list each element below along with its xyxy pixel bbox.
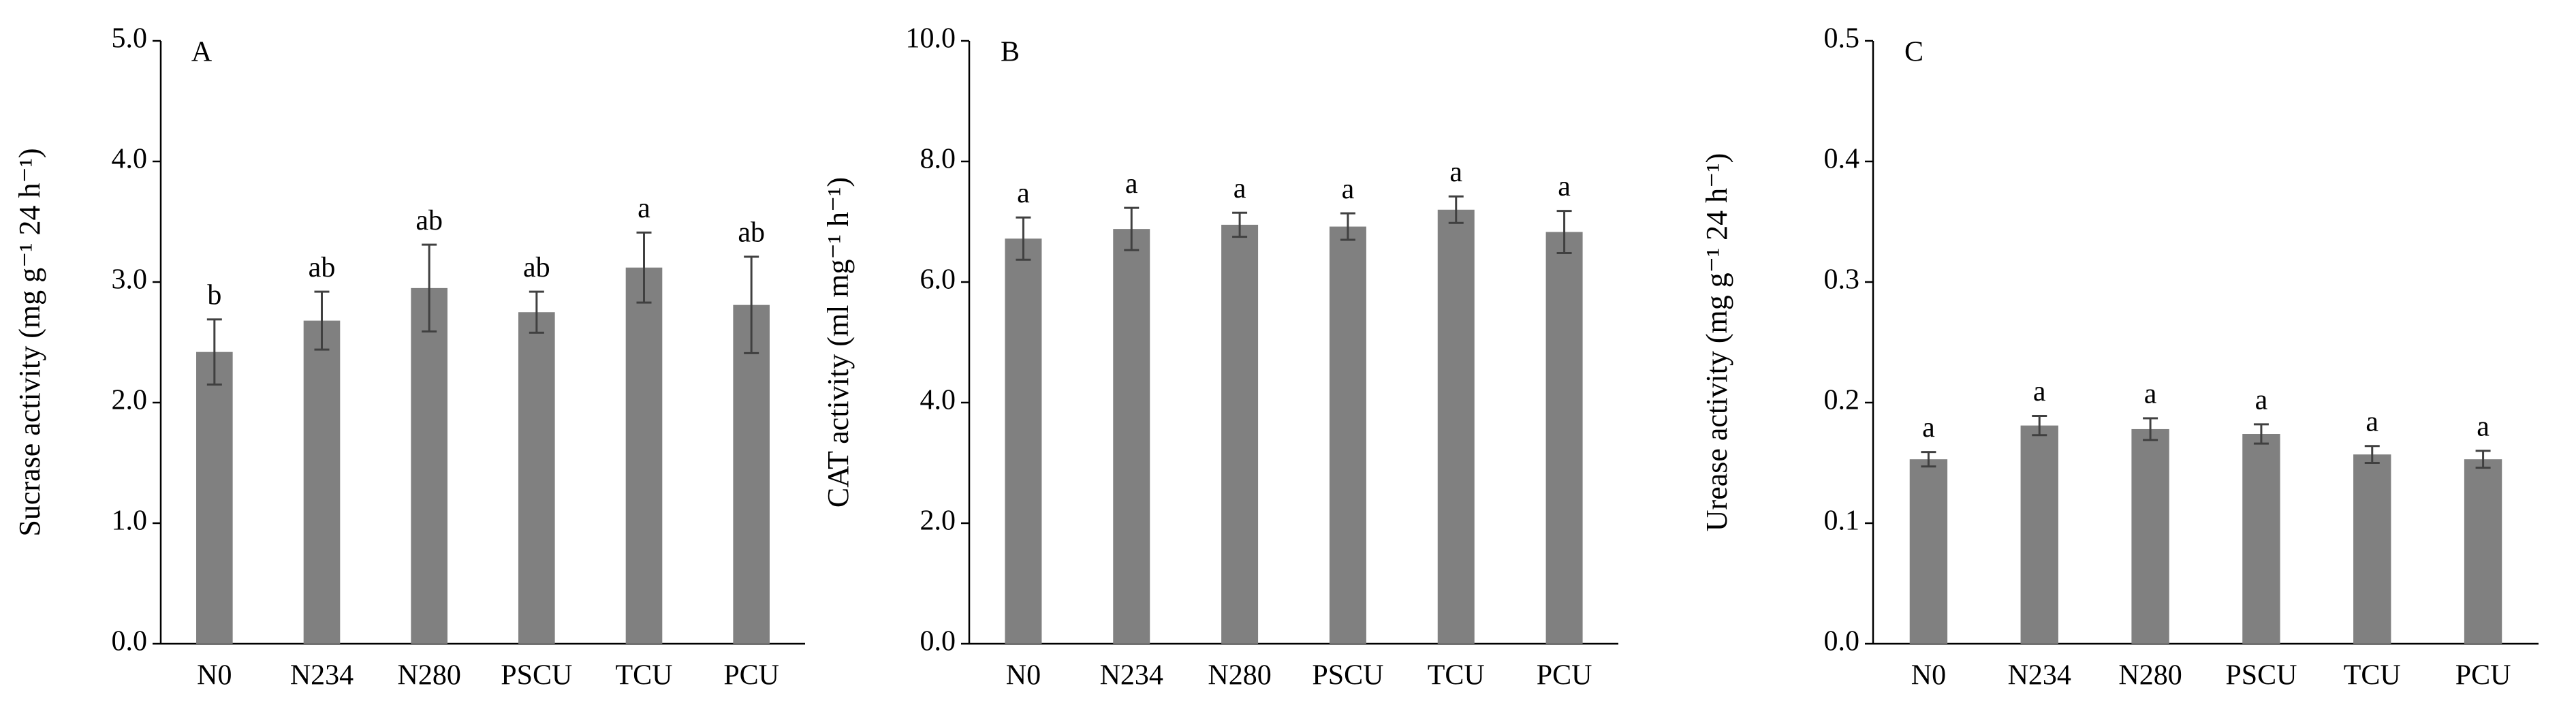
bar — [518, 312, 555, 644]
y-tick-label: 0.4 — [1824, 144, 1860, 175]
significance-letter: a — [2477, 411, 2489, 442]
y-tick-label: 10.0 — [906, 23, 956, 54]
x-tick-label: N234 — [2008, 660, 2071, 691]
significance-letter: a — [1125, 168, 1138, 200]
significance-letter: b — [207, 280, 221, 311]
error-bar — [422, 243, 437, 333]
bar — [2131, 428, 2169, 644]
bar — [2353, 454, 2391, 644]
significance-letter: a — [1017, 178, 1030, 209]
y-tick-label: 5.0 — [112, 23, 148, 54]
bar — [1437, 209, 1475, 644]
significance-letter: a — [2255, 385, 2268, 416]
x-tick-label: N280 — [2118, 660, 2182, 691]
bar — [733, 305, 770, 644]
bar — [1221, 224, 1259, 644]
significance-letter: a — [2366, 406, 2378, 437]
bar — [1909, 459, 1948, 644]
y-tick-label: 0.0 — [1824, 626, 1860, 657]
bar — [1545, 232, 1583, 644]
bar — [2242, 434, 2280, 644]
error-bar — [314, 290, 330, 351]
x-tick-label: N280 — [397, 660, 460, 691]
y-tick-label: 8.0 — [920, 144, 956, 175]
y-tick-label: 0.5 — [1824, 23, 1860, 54]
y-tick-label: 2.0 — [920, 505, 956, 537]
x-tick-label: PCU — [2455, 660, 2511, 691]
error-bar — [744, 255, 759, 354]
y-tick-label: 0.1 — [1824, 505, 1860, 537]
error-bar — [1232, 211, 1248, 238]
y-axis-title: Sucrase activity (mg g⁻¹ 24 h⁻¹) — [13, 148, 46, 536]
x-tick-label: N0 — [1006, 660, 1041, 691]
significance-letter: a — [1558, 171, 1571, 202]
y-tick-label: 1.0 — [112, 505, 148, 537]
error-bar — [206, 318, 222, 386]
significance-letter: ab — [415, 205, 443, 236]
y-tick-label: 6.0 — [920, 264, 956, 296]
bar — [303, 320, 341, 644]
error-bar — [1556, 210, 1572, 255]
error-bar — [2143, 417, 2158, 441]
bar — [411, 287, 447, 644]
x-tick-label: N234 — [1100, 660, 1163, 691]
significance-letter: a — [2144, 379, 2157, 410]
error-bar — [2364, 445, 2380, 464]
bar — [1005, 238, 1042, 644]
x-tick-label: PCU — [723, 660, 779, 691]
y-axis-title: Urease activity (mg g⁻¹ 24 h⁻¹) — [1700, 153, 1733, 531]
x-tick-label: TCU — [1428, 660, 1485, 691]
x-tick-label: PSCU — [1312, 660, 1383, 691]
x-tick-label: N280 — [1208, 660, 1271, 691]
y-tick-label: 2.0 — [112, 385, 148, 416]
x-tick-label: PSCU — [501, 660, 572, 691]
error-bar — [1448, 195, 1464, 224]
significance-letter: a — [2033, 376, 2046, 407]
error-bar — [1921, 451, 1936, 468]
y-tick-label: 4.0 — [112, 144, 148, 175]
panel-label: C — [1904, 37, 1923, 68]
y-axis-title: CAT activity (ml mg⁻¹ h⁻¹) — [821, 177, 855, 508]
significance-letter: a — [638, 193, 650, 224]
bar — [2020, 425, 2058, 644]
bar — [1329, 226, 1366, 644]
x-tick-label: PSCU — [2225, 660, 2297, 691]
x-tick-label: N234 — [290, 660, 354, 691]
significance-letter: a — [1449, 157, 1462, 188]
error-bar — [2253, 423, 2269, 445]
y-tick-label: 4.0 — [920, 385, 956, 416]
y-tick-label: 0.0 — [112, 626, 148, 657]
error-bar — [2032, 414, 2047, 437]
x-tick-label: TCU — [2344, 660, 2401, 691]
x-tick-label: N0 — [197, 660, 232, 691]
error-bar — [636, 231, 652, 304]
bar — [1113, 229, 1150, 644]
x-tick-label: N0 — [1911, 660, 1946, 691]
significance-letter: ab — [523, 252, 550, 283]
significance-letter: a — [1922, 412, 1935, 443]
significance-letter: ab — [738, 217, 765, 248]
y-tick-label: 3.0 — [112, 264, 148, 296]
panel-label: B — [1001, 37, 1020, 68]
error-bar — [529, 290, 544, 334]
error-bar — [1016, 216, 1031, 261]
x-tick-label: PCU — [1537, 660, 1592, 691]
bar — [196, 352, 233, 644]
y-tick-label: 0.3 — [1824, 264, 1860, 296]
significance-letter: a — [1234, 173, 1246, 204]
bar — [2464, 459, 2502, 644]
x-tick-label: TCU — [616, 660, 673, 691]
bar — [625, 267, 663, 644]
y-tick-label: 0.0 — [920, 626, 956, 657]
panel-label: A — [191, 37, 213, 68]
significance-letter: a — [1342, 174, 1355, 205]
significance-letter: ab — [309, 252, 336, 283]
error-bar — [1124, 206, 1140, 251]
y-tick-label: 0.2 — [1824, 385, 1860, 416]
error-bar — [2475, 450, 2491, 469]
error-bar — [1340, 212, 1355, 241]
